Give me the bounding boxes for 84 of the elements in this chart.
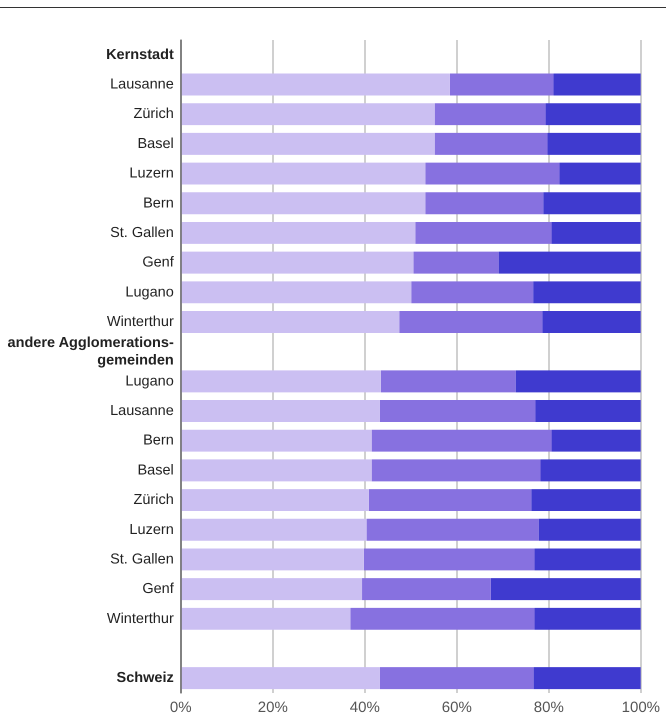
y-tick-label: Zürich [133, 106, 174, 122]
bar [182, 281, 412, 304]
y-tick-label: Lausanne [110, 76, 174, 93]
bar [380, 370, 516, 392]
bar [380, 400, 536, 422]
bar [182, 608, 351, 630]
bar [547, 132, 641, 155]
y-tick-label: Lausanne [110, 403, 174, 420]
y-tick-label: Zürich [133, 492, 174, 508]
bar [426, 162, 560, 185]
bar [531, 489, 641, 512]
bar [182, 370, 381, 392]
bar [380, 667, 534, 690]
bar [182, 310, 400, 333]
bar [534, 667, 641, 690]
y-tick-label: Winterthur [106, 610, 174, 627]
bar [182, 518, 367, 541]
y-tick-label: Kernstadt [106, 46, 174, 63]
x-tick-label: 100% [622, 699, 660, 716]
bar [426, 192, 544, 214]
bar [372, 430, 552, 452]
x-tick-label: 0% [170, 699, 192, 716]
bar [450, 74, 554, 96]
bar [552, 430, 641, 452]
bar [543, 192, 641, 214]
bar [399, 310, 542, 333]
y-tick-label: andere Agglomerations-gemeinden [8, 334, 174, 368]
bar [542, 310, 641, 333]
bar [434, 103, 546, 126]
y-tick-label: Schweiz [116, 670, 174, 686]
y-tick-label: Luzern [129, 522, 174, 538]
bar [533, 281, 641, 304]
y-tick-label: Genf [142, 581, 175, 598]
x-tick-label: 80% [534, 699, 564, 716]
bar [182, 222, 416, 244]
bar [534, 608, 641, 630]
y-tick-label: Luzern [129, 166, 174, 182]
bar [182, 489, 369, 512]
bar [182, 192, 426, 214]
y-tick-label: Basel [137, 462, 174, 478]
bar [368, 489, 532, 512]
bar [182, 578, 362, 600]
x-tick-label: 40% [350, 699, 380, 716]
bar [350, 608, 535, 630]
y-tick-label: Basel [137, 136, 174, 152]
bar [538, 518, 641, 541]
y-tick-label: Bern [143, 432, 174, 449]
bar [362, 578, 491, 600]
bar [182, 252, 414, 274]
bar [434, 132, 548, 155]
bar [553, 74, 641, 96]
y-tick-label: Lugano [125, 373, 174, 390]
bar [415, 222, 552, 244]
bar [534, 548, 641, 570]
bar [366, 518, 539, 541]
y-tick-label: Bern [143, 195, 174, 212]
bar [182, 548, 364, 570]
bar [182, 74, 450, 96]
bar [546, 103, 641, 126]
bar [516, 370, 641, 392]
bar [182, 400, 380, 422]
y-tick-label: Lugano [125, 284, 174, 300]
bar [535, 400, 641, 422]
bar [559, 162, 641, 185]
y-tick-label: St. Gallen [110, 551, 174, 568]
x-tick-label: 60% [442, 699, 472, 716]
bar [182, 667, 380, 690]
bar [182, 132, 435, 155]
bar [552, 222, 641, 244]
bar [182, 103, 435, 126]
bar [540, 459, 641, 482]
bar [411, 281, 534, 304]
bar [414, 252, 499, 274]
y-tick-label: St. Gallen [110, 224, 174, 241]
bar [364, 548, 535, 570]
bar [182, 430, 372, 452]
bar [490, 578, 641, 600]
bar [182, 459, 372, 482]
y-tick-label: Winterthur [106, 314, 174, 330]
bar [182, 162, 426, 185]
x-tick-label: 20% [258, 699, 288, 716]
y-tick-label: Genf [142, 254, 175, 271]
bar [498, 252, 641, 274]
bar [372, 459, 541, 482]
